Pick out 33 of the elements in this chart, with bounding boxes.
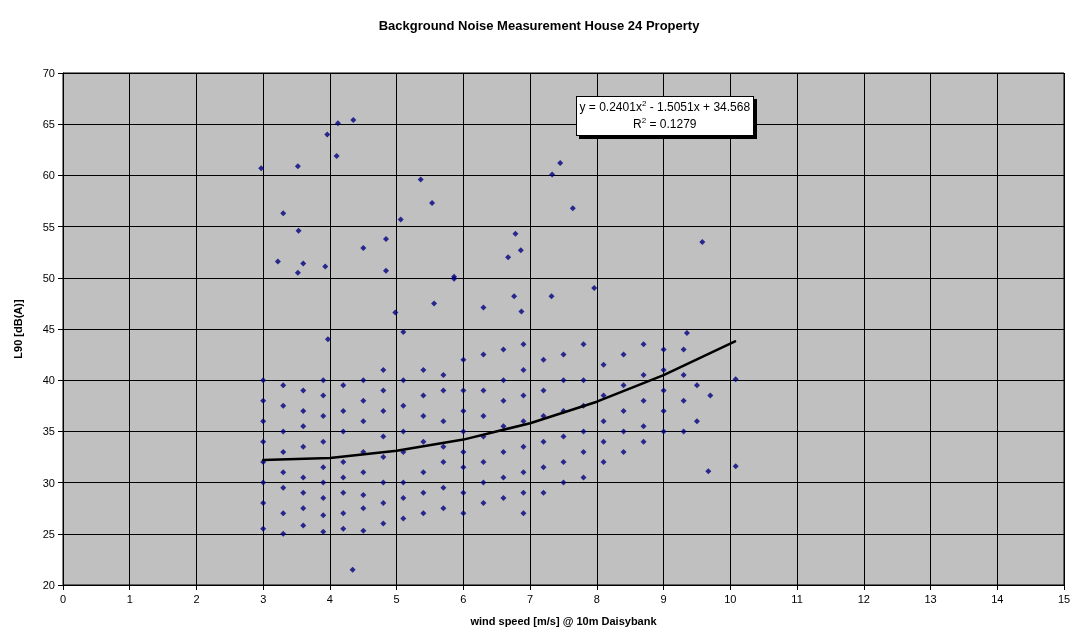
y-tick-label: 70 — [42, 67, 55, 79]
x-tick-label: 13 — [924, 592, 937, 605]
y-tick-label: 50 — [42, 271, 55, 284]
y-tick-label: 45 — [42, 323, 55, 335]
equation-box: y = 0.2401x$^{2}$ - 1.5051x + 34.568 R$^{2}$ = 0.1279 — [575, 95, 755, 136]
x-tick-label: 1 — [126, 592, 133, 605]
x-tick-label: 14 — [991, 592, 1004, 605]
annotation: R$^{2}$ = 0.1279 — [632, 115, 698, 133]
x-tick-label: 6 — [460, 592, 467, 605]
x-tick-label: 7 — [527, 592, 534, 605]
chart-title: Background Noise Measurement House 24 Property — [378, 18, 701, 33]
x-axis-title: wind speed [m/s] @ 10m Daisybank — [469, 614, 658, 627]
y-tick-label: 55 — [42, 220, 55, 233]
y-tick-label: 60 — [42, 169, 55, 182]
x-tick-label: 3 — [260, 592, 267, 605]
y-tick-label: 35 — [42, 425, 55, 438]
y-tick-label: 30 — [42, 476, 55, 489]
x-tick-label: 8 — [593, 592, 600, 605]
x-tick-label: 9 — [660, 592, 667, 605]
x-tick-label: 10 — [724, 592, 737, 605]
annotation: y = 0.2401x$^{2}$ - 1.5051x + 34.568 — [579, 98, 751, 116]
x-tick-label: 12 — [857, 592, 870, 605]
x-tick-label: 11 — [791, 592, 803, 605]
y-tick-label: 65 — [42, 118, 55, 131]
y-tick-label: 25 — [42, 527, 55, 540]
x-tick-label: 2 — [193, 592, 200, 605]
x-tick-label: 15 — [1057, 592, 1071, 605]
y-axis-title: L90 [dB(A)] — [11, 299, 24, 359]
y-tick-label: 40 — [42, 374, 55, 387]
x-tick-label: 4 — [326, 592, 333, 605]
y-tick-label: 20 — [42, 579, 55, 591]
x-tick-label: 5 — [393, 592, 400, 605]
x-tick-label: 0 — [59, 592, 67, 605]
